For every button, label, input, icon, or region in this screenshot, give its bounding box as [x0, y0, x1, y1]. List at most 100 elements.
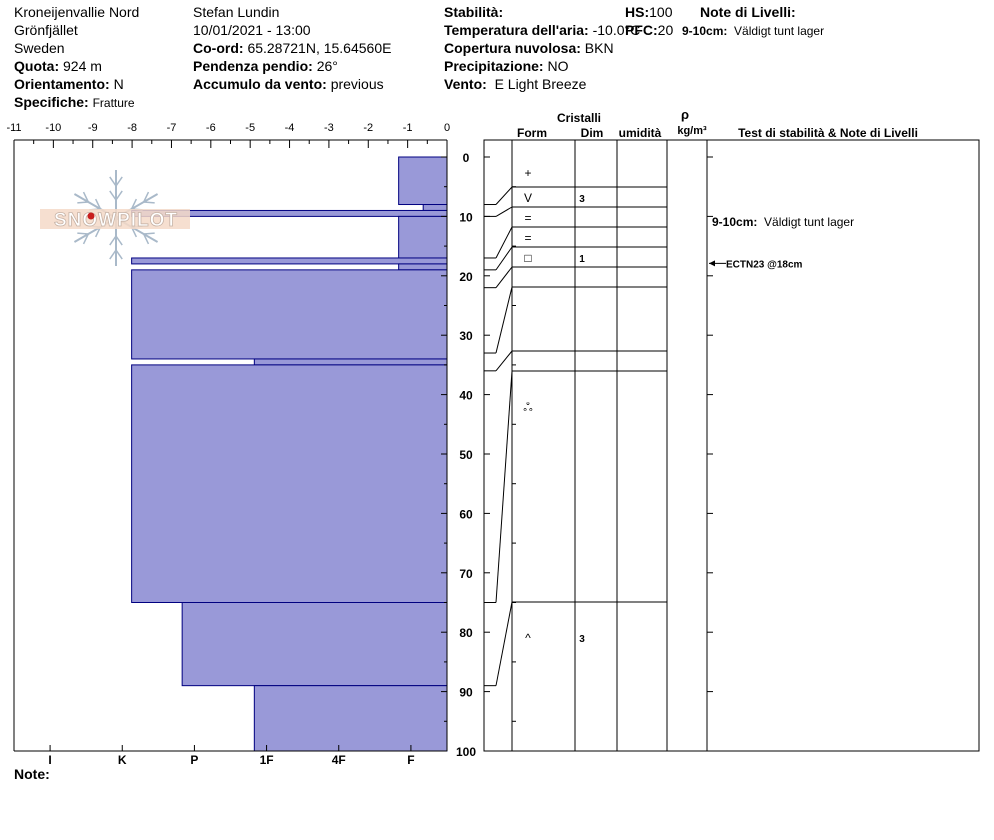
weather-info: Stabilità: Temperatura dell'aria: -10.0°…: [444, 3, 640, 93]
snowflake-branch: [109, 249, 117, 260]
wind-row: Vento: E Light Breeze: [444, 76, 587, 92]
depth-tick-label: 30: [459, 329, 473, 343]
hardness-bar-1: [422, 204, 448, 211]
header-crystals: Cristalli: [557, 111, 601, 125]
hardness-label: F: [407, 753, 414, 767]
notes-title: Note di Livelli:: [700, 4, 796, 20]
depth-tick-label: 40: [459, 389, 473, 403]
slope-row: Pendenza pendio: 26°: [193, 58, 338, 74]
snowflake-branch: [109, 176, 117, 187]
observer-info: Stefan Lundin 10/01/2021 - 13:00 Co-ord:…: [193, 3, 391, 93]
grain-form-symbol: ஃ: [523, 400, 533, 414]
hardness-axis: I K P 1F 4F F: [48, 745, 415, 767]
hs-row: HS:100: [625, 4, 673, 20]
hardness-bar-8: [131, 364, 448, 603]
specifics-row: Specifiche: Fratture: [14, 94, 135, 110]
depth-tick-label: 70: [459, 567, 473, 581]
layer-table: Cristalli Form Dim umidità ρ kg/m³ Test di sta…: [483, 107, 980, 752]
depth-tick-label: 0: [463, 151, 470, 165]
snowflake-branch: [77, 201, 89, 204]
cloud-row: Copertura nuvolosa: BKN: [444, 40, 614, 56]
pfc-row: PFC:20: [625, 22, 674, 38]
snowflake-branch: [94, 198, 102, 210]
aspect-row: Orientamento: N: [14, 76, 124, 92]
snowflake-branch: [115, 249, 123, 260]
layer-note-text: Väldigt tunt lager: [757, 215, 854, 229]
snowflake-branch: [115, 190, 123, 201]
snowflake-branch: [109, 190, 117, 201]
footer-note-label: Note:: [14, 766, 50, 782]
coordinates-row: Co-ord: 65.28721N, 15.64560E: [193, 40, 392, 56]
depth-tick-label: 90: [459, 686, 473, 700]
table-frame: [483, 139, 980, 752]
logo-banner: [40, 209, 190, 229]
snowflake-branch: [143, 232, 155, 235]
hardness-layers: [131, 156, 448, 752]
temp-tick-label: -10: [45, 122, 61, 134]
hardness-bar-4: [131, 257, 448, 265]
hardness-bar-6: [131, 269, 448, 360]
country-name: Sweden: [14, 40, 65, 56]
grain-form-symbol: ^: [525, 631, 531, 645]
connector-diagonal: [495, 350, 513, 372]
header-tests: Test di stabilità & Note di Livelli: [738, 126, 918, 140]
depth-tick-label: 20: [459, 270, 473, 284]
temp-tick-label: -7: [167, 122, 177, 134]
temp-tick-label: -3: [324, 122, 334, 134]
snowflake-branch: [115, 235, 123, 246]
temp-tick-label: -9: [88, 122, 98, 134]
air-temp-row: Temperatura dell'aria: -10.0°C: [444, 22, 641, 38]
logo-dot: [87, 212, 95, 220]
hardness-label: I: [48, 753, 51, 767]
notes-entry: 9-10cm: Väldigt tunt lager: [682, 24, 825, 38]
elevation-row: Quota: 924 m: [14, 58, 102, 74]
temp-tick-label: -5: [245, 122, 255, 134]
grain-form-symbol: +: [524, 166, 531, 180]
precip-row: Precipitazione: NO: [444, 58, 569, 74]
temp-tick-label: -11: [6, 122, 21, 134]
snowpilot-logo: SNOWPILOT: [40, 170, 190, 266]
depth-tick-label: 60: [459, 507, 473, 521]
connector-diagonal: [495, 601, 513, 686]
hardness-bar-10: [253, 685, 448, 752]
grain-size-label: 3: [579, 194, 585, 205]
snowflake-branch: [130, 198, 138, 210]
grain-size-label: 1: [579, 254, 585, 265]
header-rho: ρ: [681, 107, 689, 122]
connector-diagonal: [495, 286, 513, 354]
hardness-bar-5: [398, 263, 448, 271]
hardness-label: P: [190, 753, 198, 767]
observer-name: Stefan Lundin: [193, 4, 280, 20]
hardness-bar-9: [181, 602, 448, 687]
depth-tick-label: 10: [459, 210, 473, 224]
depth-axis: 0 10 20 30 40 50 60 70 80 90 100: [441, 151, 713, 759]
temp-tick-label: -2: [363, 122, 373, 134]
connector-diagonal: [495, 226, 513, 259]
depth-tick-label: 80: [459, 626, 473, 640]
location-name: Kroneijenvallie Nord: [14, 4, 140, 20]
temp-tick-label: -8: [127, 122, 137, 134]
wind-loading-row: Accumulo da vento: previous: [193, 76, 384, 92]
hardness-bar-0: [398, 156, 448, 206]
location-info: Kroneijenvallie Nord Grönfjället Sweden …: [14, 3, 139, 112]
grain-form-symbol: =: [524, 211, 531, 225]
snowflake-branch: [82, 191, 89, 203]
snowflake-branch: [143, 233, 150, 245]
connector-diagonal: [495, 186, 513, 205]
temp-tick-label: -4: [285, 122, 295, 134]
observation-datetime: 10/01/2021 - 13:00: [193, 22, 311, 38]
hardness-bar-7: [253, 358, 448, 366]
header-form: Form: [517, 126, 547, 140]
layer-note-label: 9-10cm:: [712, 215, 757, 229]
temp-tick-label: -1: [403, 122, 413, 134]
temp-tick-label: 0: [444, 122, 450, 134]
header-humidity: umidità: [619, 126, 662, 140]
hardness-label: K: [118, 753, 127, 767]
test-arrow-head: [709, 260, 715, 267]
connector-diagonal: [495, 206, 513, 217]
layer-note: 9-10cm: Väldigt tunt lager: [712, 215, 854, 229]
hardness-bar-3: [398, 215, 448, 259]
grain-size-label: 3: [579, 634, 585, 645]
header-dim: Dim: [581, 126, 604, 140]
